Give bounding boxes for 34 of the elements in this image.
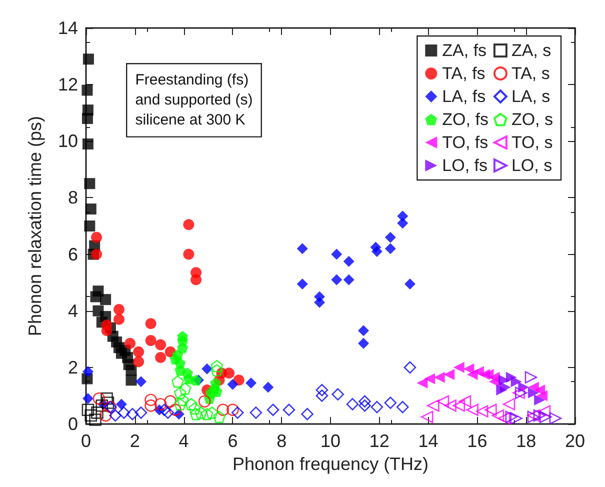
- legend-label: ZA, s: [511, 41, 552, 60]
- x-tick-label: 12: [369, 431, 390, 451]
- legend-label: TO, s: [511, 133, 553, 152]
- y-tick-label: 4: [68, 300, 78, 321]
- legend-label: ZO, s: [511, 110, 554, 129]
- y-tick-label: 2: [68, 357, 78, 378]
- x-tick-label: 8: [276, 431, 287, 451]
- legend-label: LA, s: [511, 87, 550, 106]
- y-tick-label: 0: [68, 414, 78, 434]
- x-tick-label: 18: [516, 431, 536, 451]
- y-tick-label: 14: [58, 18, 78, 38]
- legend-label: TO, fs: [442, 133, 488, 152]
- x-tick-label: 0: [80, 431, 92, 451]
- legend-label: LO, s: [511, 156, 552, 175]
- x-tick-label: 16: [467, 431, 488, 451]
- annotation: Freestanding (fs) and supported (s) silicene at 300 K: [135, 72, 253, 129]
- x-tick-label: 4: [178, 431, 189, 451]
- x-tick-label: 14: [418, 431, 438, 451]
- y-tick-label: 8: [68, 188, 78, 208]
- y-tick-label: 6: [68, 244, 78, 264]
- x-tick-label: 10: [320, 431, 341, 451]
- legend-label: LA, fs: [442, 87, 486, 106]
- y-axis-title: Phonon relaxation time (ps): [25, 116, 45, 336]
- legend-label: LO, fs: [442, 156, 488, 175]
- x-axis-title: Phonon frequency (THz): [232, 454, 429, 474]
- legend-label: TA, s: [511, 64, 550, 83]
- x-tick-label: 2: [130, 431, 140, 451]
- x-tick-label: 20: [564, 431, 586, 451]
- legend-label: ZA, fs: [442, 41, 487, 60]
- y-tick-label: 10: [58, 131, 78, 152]
- x-tick-label: 6: [228, 431, 238, 451]
- legend-label: ZO, fs: [442, 110, 488, 129]
- y-tick-label: 12: [58, 74, 78, 95]
- legend-label: TA, fs: [442, 64, 486, 83]
